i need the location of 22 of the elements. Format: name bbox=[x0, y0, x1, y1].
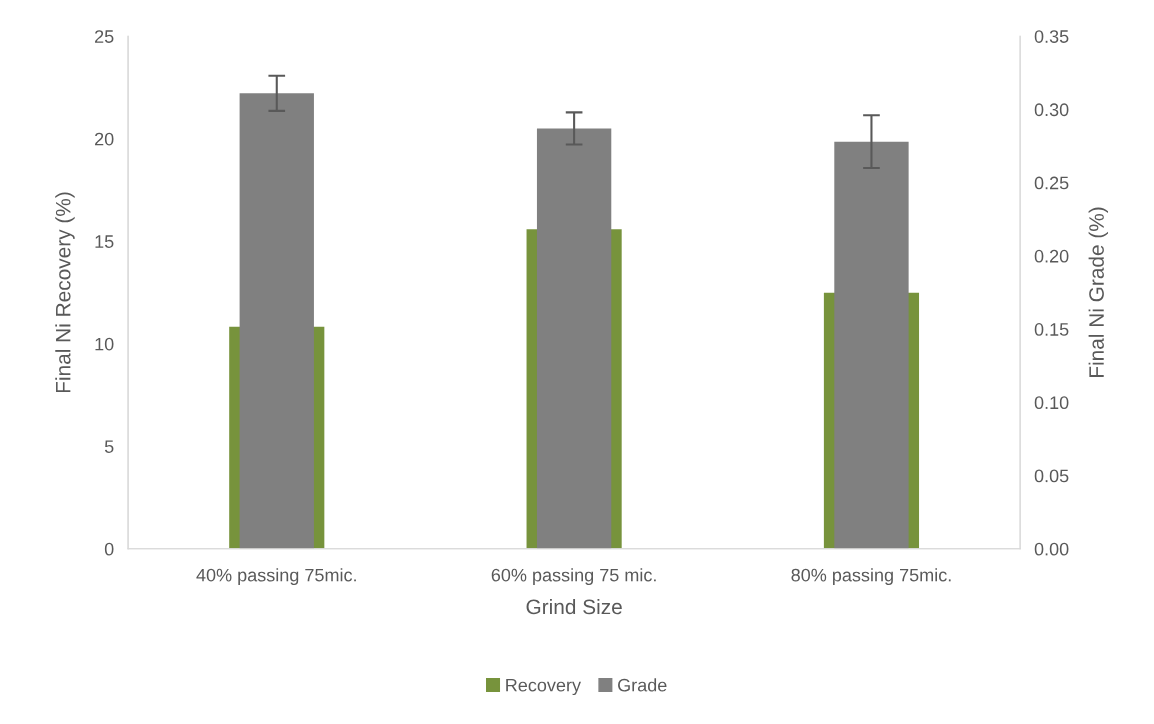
y-tick-label: 0 bbox=[104, 542, 114, 556]
y2-axis-title: Final Ni Grade (%) bbox=[1088, 207, 1109, 378]
y2-tick-label: 0.00 bbox=[1034, 542, 1069, 556]
y2-tick-label: 0.35 bbox=[1034, 30, 1069, 43]
x-axis-title: Grind Size bbox=[526, 598, 622, 615]
y2-tick-label: 0.15 bbox=[1034, 323, 1069, 336]
y2-tick-label: 0.25 bbox=[1034, 176, 1069, 190]
x-tick-label: 40% passing 75mic. bbox=[196, 568, 356, 586]
legend-label: Grade bbox=[618, 678, 667, 692]
x-tick-label: 60% passing 75 mic. bbox=[491, 568, 656, 586]
y-tick-label: 20 bbox=[95, 132, 114, 146]
y-tick-label: 10 bbox=[95, 337, 114, 351]
y2-tick-label: 0.05 bbox=[1034, 469, 1069, 483]
x-tick-label: 80% passing 75mic. bbox=[791, 568, 951, 586]
y2-tick-label: 0.30 bbox=[1034, 103, 1069, 117]
y-tick-label: 15 bbox=[95, 235, 114, 248]
y-axis-title: Final Ni Recovery (%) bbox=[55, 192, 75, 393]
y2-tick-label: 0.10 bbox=[1034, 396, 1069, 410]
legend-label: Recovery bbox=[506, 678, 581, 696]
y-tick-label: 25 bbox=[95, 30, 114, 43]
y-tick-label: 5 bbox=[104, 440, 114, 453]
y2-tick-label: 0.20 bbox=[1034, 249, 1069, 263]
